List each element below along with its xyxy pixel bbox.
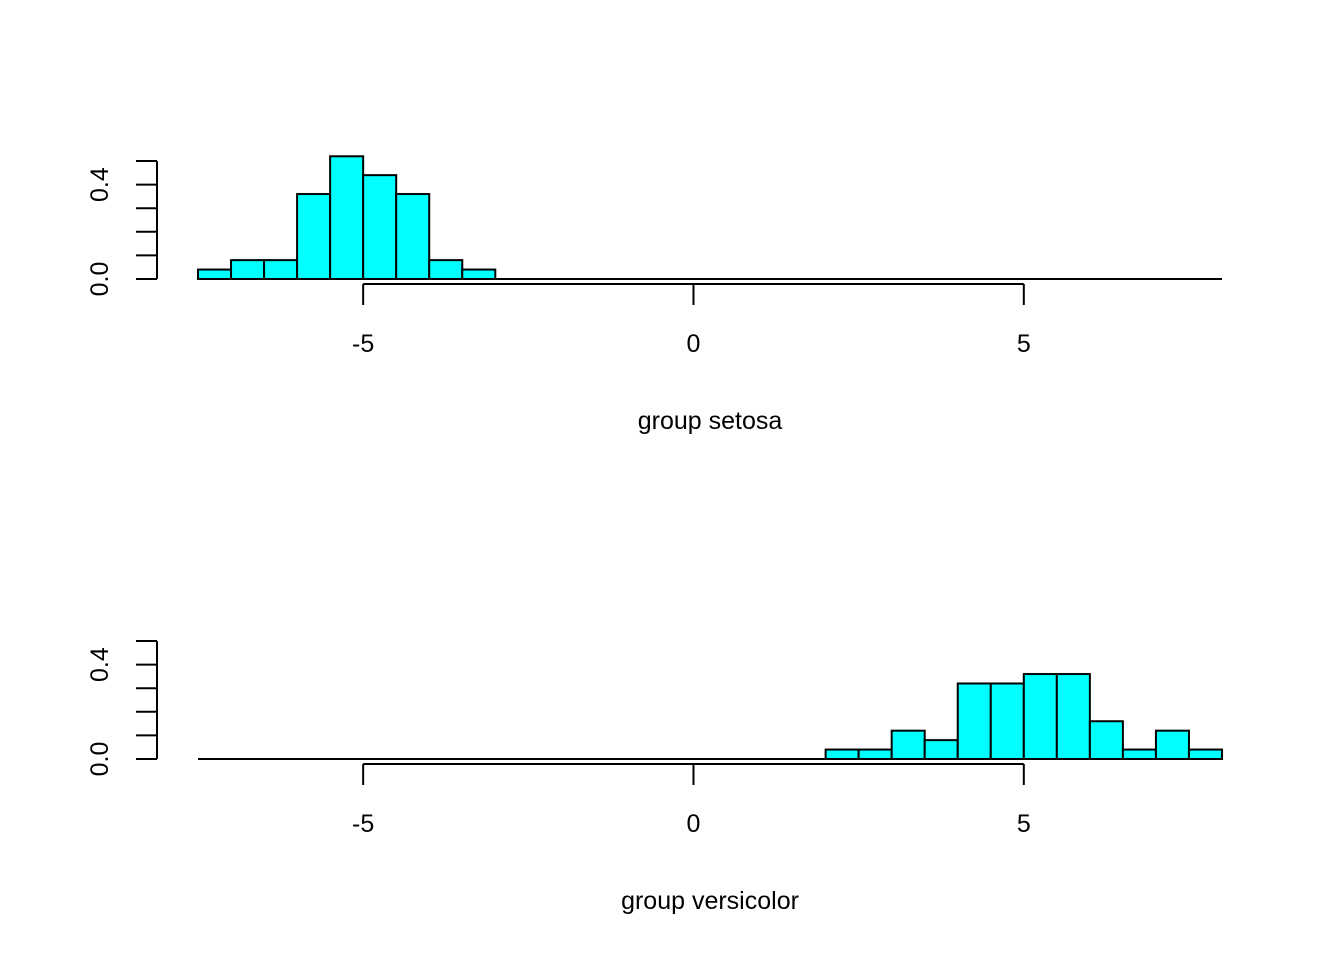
histogram-bar <box>1088 720 1124 760</box>
histogram-bar <box>329 155 365 280</box>
y-ticks <box>136 160 157 280</box>
y-tick-labels: 0.0 0.4 <box>86 167 114 296</box>
x-ticks <box>362 764 1025 785</box>
histogram-bars <box>824 673 1224 760</box>
x-ticks <box>362 284 1025 305</box>
histogram-panel-versicolor: -5 0 5 0.0 0.4 group versicolor <box>86 640 1224 915</box>
histogram-bar <box>857 748 893 760</box>
histogram-bar <box>1022 673 1058 760</box>
histogram-bar <box>230 259 266 280</box>
histogram-bar <box>461 268 497 280</box>
x-tick-label: 0 <box>687 810 701 838</box>
histogram-bar <box>263 259 299 280</box>
histogram-bar <box>428 259 464 280</box>
y-axis: 0.0 0.4 <box>86 640 158 776</box>
x-tick-label: -5 <box>352 810 374 838</box>
x-tick-label: 0 <box>687 330 701 358</box>
x-tick-label: 5 <box>1017 330 1031 358</box>
histogram-bar <box>956 682 992 760</box>
x-axis: -5 0 5 <box>352 283 1031 358</box>
y-tick-label: 0.4 <box>86 647 114 682</box>
histogram-bar <box>1154 729 1190 760</box>
histogram-bars <box>197 155 497 280</box>
y-tick-label: 0.0 <box>86 742 114 777</box>
x-tick-labels: -5 0 5 <box>352 810 1031 838</box>
histogram-bar <box>296 193 332 280</box>
histogram-panel-setosa: -5 0 5 0.0 0.4 group setosa <box>86 155 1222 435</box>
x-axis-label: group versicolor <box>621 887 799 915</box>
histogram-bar <box>923 739 959 760</box>
histogram-bar <box>1055 673 1091 760</box>
histogram-bar <box>362 174 398 280</box>
histogram-bar <box>890 729 926 760</box>
x-tick-labels: -5 0 5 <box>352 330 1031 358</box>
histogram-bar <box>989 682 1025 760</box>
histogram-bar <box>824 748 860 760</box>
y-axis: 0.0 0.4 <box>86 160 158 296</box>
x-tick-label: 5 <box>1017 810 1031 838</box>
y-tick-label: 0.0 <box>86 262 114 297</box>
y-tick-labels: 0.0 0.4 <box>86 647 114 776</box>
y-ticks <box>136 640 157 760</box>
histogram-bar <box>395 193 431 280</box>
histogram-bar <box>197 268 233 280</box>
x-axis-label: group setosa <box>638 407 783 435</box>
histogram-bar <box>1121 748 1157 760</box>
x-tick-label: -5 <box>352 330 374 358</box>
x-axis: -5 0 5 <box>352 763 1031 838</box>
histogram-bar <box>1187 748 1224 760</box>
y-tick-label: 0.4 <box>86 167 114 202</box>
